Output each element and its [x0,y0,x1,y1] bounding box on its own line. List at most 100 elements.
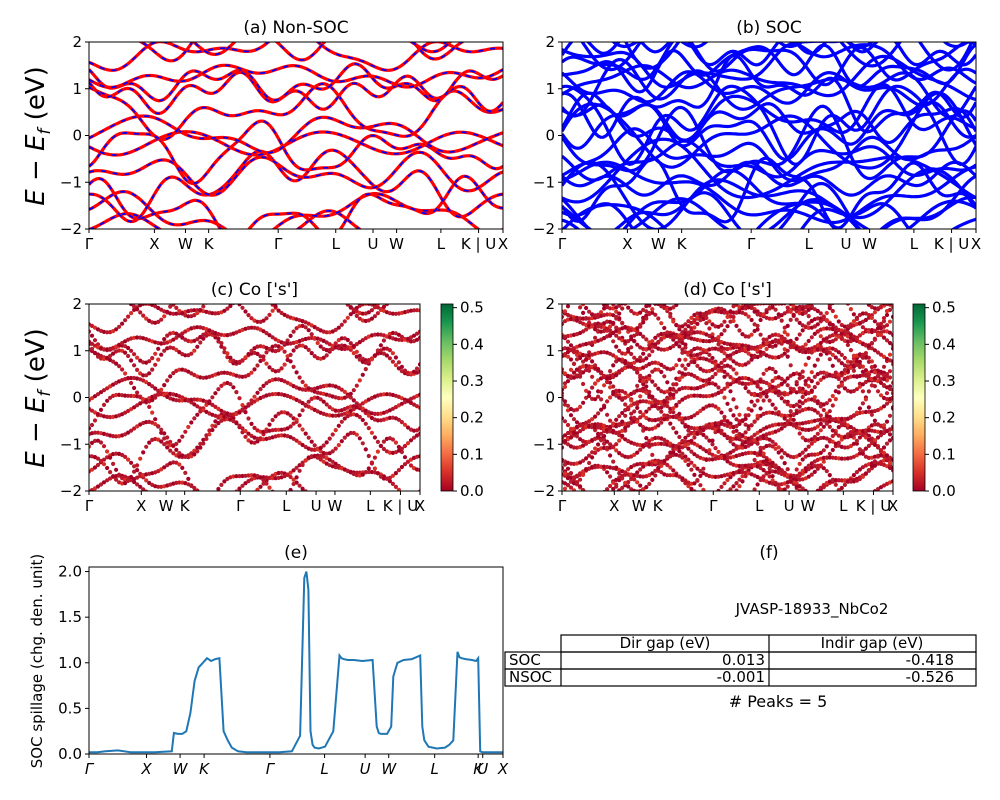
projection-point [680,439,684,443]
projection-point [774,298,778,302]
projection-point [210,395,214,399]
xtick-label: W [389,235,404,253]
xtick-label: X [497,760,509,778]
plot-area [560,297,895,497]
projection-point [590,359,594,363]
projection-point [584,358,588,362]
projection-point [635,480,639,484]
colorbar-tick-label: 0.0 [932,482,956,500]
projection-point [713,446,717,450]
projection-point [114,468,118,472]
xtick-label: Γ [85,235,94,253]
projection-point [861,401,865,405]
projection-point [783,461,787,465]
projection-point [647,312,651,316]
band-line [562,129,976,181]
projection-point [662,374,666,378]
projection-point [310,297,314,301]
projection-point [394,471,398,475]
projection-point [725,324,729,328]
projection-point [156,392,160,396]
projection-point [264,482,268,486]
projection-point [267,423,271,427]
projection-point [409,492,413,496]
projection-point [274,493,278,497]
projection-point [819,413,823,417]
projection-point [876,389,880,393]
projection-point [810,370,814,374]
projection-point [298,375,302,379]
projection-point [795,403,799,407]
colorbar-tick-label: 0.1 [460,445,484,463]
projection-point [370,431,374,435]
band-line [89,152,503,195]
projection-point [228,356,232,360]
projection-point [641,335,645,339]
projection-point [876,326,880,330]
projection-point [388,348,392,352]
panel-e-spillage: (e)0.00.51.01.52.0Γ X W K Γ L U W L KU XSOC spilla… [28,543,509,778]
projection-point [635,406,639,410]
colorbar-tick-label: 0.4 [460,335,484,353]
projection-point [271,418,275,422]
projection-point [117,473,121,477]
projection-point [753,420,757,424]
xtick-label: Γ [747,235,756,253]
projection-point [367,466,371,470]
xtick-label: Γ [266,760,276,778]
projection-point [201,441,205,445]
panel-title: (b) SOC [736,18,802,38]
projection-point [198,491,202,495]
projection-point [129,311,133,315]
projection-point [412,370,416,374]
projection-point [647,445,651,449]
projection-point [310,332,314,336]
projection-point [765,310,769,314]
colorbar-gradient [913,304,925,491]
projection-point [620,301,624,305]
projection-point [783,424,787,428]
projection-point [277,300,281,304]
projection-point [261,358,265,362]
ytick-label: −1 [60,173,82,191]
xtick-label: W [328,497,343,515]
projection-point [644,491,648,495]
projection-point [587,492,591,496]
xtick-label: W [862,235,877,253]
projection-point [825,299,829,303]
projection-point [608,442,612,446]
projection-point [337,424,341,428]
projection-point [578,484,582,488]
projection-point [99,408,103,412]
projection-point [123,351,127,355]
spillage-line [89,572,503,753]
projection-point [608,334,612,338]
projection-point [171,299,175,303]
projection-point [644,356,648,360]
projection-point [373,456,377,460]
projection-point [798,376,802,380]
projection-point [174,306,178,310]
projection-point [744,386,748,390]
projection-point [355,433,359,437]
projection-point [855,439,859,443]
projection-point [599,493,603,497]
plot-area [87,297,422,498]
projection-point [777,312,781,316]
projection-point [352,388,356,392]
projection-point [563,399,567,403]
projection-point [231,385,235,389]
projection-point [876,297,880,301]
projection-point [641,445,645,449]
projection-point [680,371,684,375]
projection-point [677,358,681,362]
projection-point [596,411,600,415]
projection-point [822,418,826,422]
projection-point [762,372,766,376]
projection-point [804,342,808,346]
ytick-label: 2 [545,33,555,51]
projection-point [737,413,741,417]
projection-point [307,328,311,332]
ytick-label: 1.5 [58,608,82,626]
projection-point [99,440,103,444]
